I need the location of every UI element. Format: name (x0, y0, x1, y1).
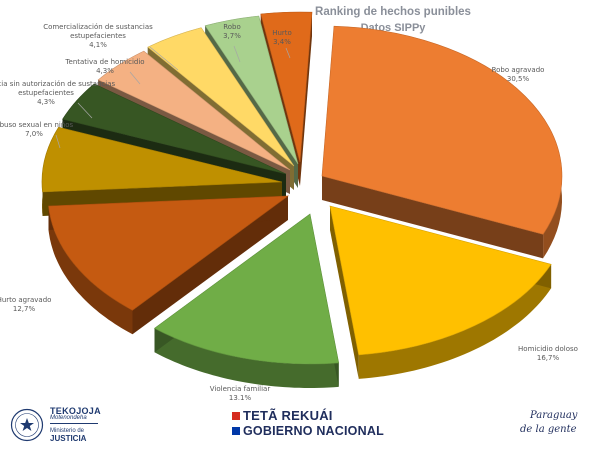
slice-label-6: Tentativa de homicidio (64, 58, 144, 66)
slice-label-2: Violencia familiar (210, 385, 271, 393)
ministry-subtitle: Motenondeha (50, 415, 87, 421)
slice-value-3: 12,7% (13, 305, 36, 313)
slice-value-6: 4,3% (96, 67, 114, 75)
slogan-line-1: Paraguay (529, 410, 578, 421)
slice-0 (321, 25, 563, 235)
slice-value-2: 13,1% (229, 394, 252, 400)
slice-5 (62, 83, 287, 175)
slice-1 (329, 205, 552, 356)
slice-value-0: 30,5% (507, 75, 530, 83)
slice-edge-3-0 (132, 196, 288, 335)
slice-8 (204, 15, 299, 165)
ministry-line-3: Ministerio de (50, 428, 85, 434)
leader-line-7 (149, 46, 179, 71)
ministry-text: TEKOJOJA Motenondeha Ministerio de JUSTI… (50, 406, 101, 443)
slice-value-7: 4,1% (89, 41, 107, 49)
slice-side-1 (358, 264, 552, 379)
slice-label-7-1: estupefacientes (70, 32, 126, 40)
slice-6 (97, 50, 291, 171)
slice-9 (260, 11, 313, 163)
chart-title: Ranking de hechos punibles (315, 6, 471, 18)
slice-value-1: 16,7% (537, 354, 560, 362)
slice-label-0: Robo agravado (492, 66, 545, 74)
ministry-logo: TEKOJOJA Motenondeha Ministerio de JUSTI… (10, 406, 120, 446)
seal-icon (10, 408, 44, 442)
slice-label-3: Hurto agravado (0, 296, 51, 304)
slice-edge-0-1 (322, 176, 544, 259)
red-square-icon (232, 411, 240, 420)
leader-line-8 (233, 45, 241, 63)
slice-label-7-0: Comercialización de sustancias (43, 23, 153, 31)
pie-slices (41, 11, 563, 365)
slice-4 (41, 126, 283, 193)
slice-value-9: 3,4% (273, 38, 291, 46)
slice-side-3 (48, 206, 133, 335)
slice-edge-1-1 (330, 206, 359, 379)
government-logo: TETÃ REKUÁI GOBIERNO NACIONAL (232, 408, 384, 438)
ministry-name: TEKOJOJA (50, 406, 101, 416)
footer: TEKOJOJA Motenondeha Ministerio de JUSTI… (0, 400, 600, 450)
slice-3 (48, 195, 289, 311)
ministry-line-4: JUSTICIA (50, 434, 87, 443)
leader-line-4 (55, 134, 61, 149)
slice-value-5: 4,3% (37, 98, 55, 106)
slice-label-8: Robo (223, 23, 241, 31)
slice-value-4: 7,0% (25, 130, 43, 138)
slice-label-5-1: estupefacientes (18, 89, 74, 97)
slogan-logo: Paraguay de la gente (520, 410, 578, 435)
slice-label-5-0: Tenencia sin autorización de sustancias (0, 80, 116, 88)
leader-line-9 (285, 47, 291, 59)
leader-line-6 (129, 71, 141, 85)
pie-chart: Ranking de hechos punibles Datos SIPPy R… (0, 6, 578, 400)
slice-2 (153, 213, 340, 365)
slice-label-1: Homicidio doloso (518, 345, 578, 353)
slice-7 (147, 27, 295, 167)
gov-line-2: GOBIERNO NACIONAL (243, 423, 384, 438)
slice-side-2 (154, 328, 339, 388)
blue-square-icon (232, 426, 240, 435)
slice-edge-9-1 (300, 12, 312, 187)
slice-label-4: Abuso sexual en niños (0, 121, 74, 129)
leader-line-5 (77, 102, 93, 119)
slogan-line-2: de la gente (520, 424, 577, 435)
gov-line-1: TETÃ REKUÁI (243, 408, 333, 423)
slice-value-8: 3,7% (223, 32, 241, 40)
slice-label-9: Hurto (272, 29, 292, 37)
